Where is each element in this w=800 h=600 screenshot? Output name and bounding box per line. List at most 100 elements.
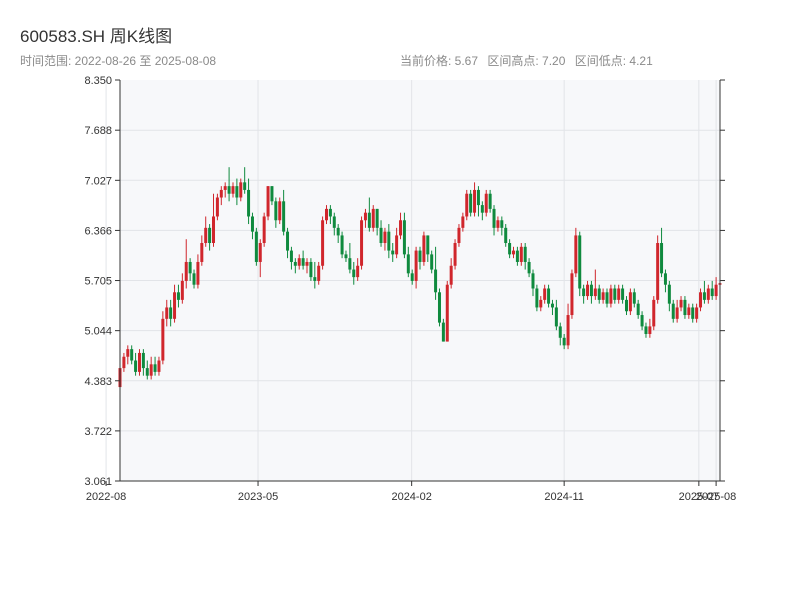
candle-body xyxy=(683,299,687,316)
candle-body xyxy=(515,250,519,262)
candle xyxy=(457,224,461,247)
candle-body xyxy=(324,208,328,221)
candle xyxy=(656,235,660,304)
candle xyxy=(660,227,664,278)
candle xyxy=(671,299,675,323)
candle xyxy=(286,227,290,259)
candle xyxy=(176,284,180,308)
candle-body xyxy=(445,284,449,342)
candle-body xyxy=(157,360,161,372)
candle-body xyxy=(523,246,527,262)
candle-body xyxy=(196,261,200,285)
candle-body xyxy=(640,315,644,327)
candle-body xyxy=(457,227,461,244)
candle xyxy=(687,303,691,319)
candle xyxy=(192,269,196,289)
candle xyxy=(215,193,219,221)
candle-body xyxy=(613,288,617,300)
candle-body xyxy=(480,205,484,213)
y-tick-label: 7.027 xyxy=(84,175,112,187)
candle-body xyxy=(383,231,387,244)
candle-body xyxy=(484,193,488,213)
candle xyxy=(539,296,543,312)
candle xyxy=(321,216,325,270)
price-stats: 当前价格: 5.67 区间高点: 7.20 区间低点: 4.21 xyxy=(400,52,659,69)
candle-body xyxy=(578,235,582,289)
candle xyxy=(430,250,434,274)
candle-body xyxy=(192,273,196,285)
candle xyxy=(702,280,706,304)
candle xyxy=(527,258,531,278)
candle-body xyxy=(687,307,691,316)
candle xyxy=(219,186,223,206)
x-tick-label: 2025-08 xyxy=(696,491,736,503)
candle xyxy=(675,299,679,323)
candle-body xyxy=(126,349,130,357)
candle xyxy=(317,261,321,285)
candle-body xyxy=(566,315,570,346)
candle xyxy=(332,212,336,236)
candle-body xyxy=(176,292,180,300)
candle xyxy=(500,216,504,236)
candle-body xyxy=(527,261,531,274)
candle xyxy=(289,246,293,270)
candle xyxy=(535,284,539,312)
candle xyxy=(122,352,126,372)
x-tick-label: 2022-08 xyxy=(86,491,126,503)
candle-body xyxy=(426,235,430,255)
candle xyxy=(699,288,703,312)
candle-body xyxy=(278,201,282,221)
candle-body xyxy=(562,337,566,346)
candle xyxy=(683,296,687,319)
candle xyxy=(574,227,578,278)
candle xyxy=(266,186,270,221)
candle xyxy=(644,322,648,338)
candle xyxy=(184,239,188,289)
candle-body xyxy=(550,303,554,308)
time-range-text: 时间范围: 2022-08-26 至 2025-08-08 xyxy=(20,54,217,68)
candle-body xyxy=(340,235,344,255)
candle xyxy=(134,352,138,376)
candle xyxy=(309,258,313,281)
candle-body xyxy=(332,216,336,228)
candle-body xyxy=(289,250,293,262)
candle-body xyxy=(476,189,480,206)
candle-body xyxy=(215,197,219,217)
candle-body xyxy=(360,220,364,266)
candle-body xyxy=(282,201,286,232)
candle xyxy=(461,212,465,232)
candle xyxy=(418,246,422,270)
candle xyxy=(406,246,410,278)
candle xyxy=(547,284,551,308)
y-tick-label: 4.383 xyxy=(84,376,112,388)
candle xyxy=(297,254,301,270)
candle xyxy=(679,296,683,312)
candle-body xyxy=(406,254,410,274)
candle xyxy=(558,322,562,346)
candle xyxy=(227,167,231,202)
candle xyxy=(695,303,699,323)
candle-body xyxy=(235,186,239,198)
candle-body xyxy=(309,261,313,278)
candle-body xyxy=(399,220,403,236)
candle xyxy=(250,212,254,240)
candle xyxy=(476,186,480,217)
candle xyxy=(628,288,632,316)
candle xyxy=(188,258,192,281)
y-tick-label: 5.705 xyxy=(84,276,112,288)
candle-body xyxy=(539,299,543,308)
candle xyxy=(566,303,570,350)
candle-body xyxy=(254,231,258,262)
candle-body xyxy=(691,307,695,319)
candle-body xyxy=(414,250,418,281)
chart-title: 600583.SH 周K线图 xyxy=(20,27,173,46)
candle-body xyxy=(227,186,231,194)
candle-body xyxy=(624,299,628,312)
y-tick-label: 3.722 xyxy=(84,426,112,438)
candle xyxy=(375,208,379,236)
candle xyxy=(262,212,266,247)
candle-body xyxy=(512,250,516,255)
candle-body xyxy=(648,326,652,334)
candle-body xyxy=(570,273,574,316)
candle xyxy=(437,288,441,327)
